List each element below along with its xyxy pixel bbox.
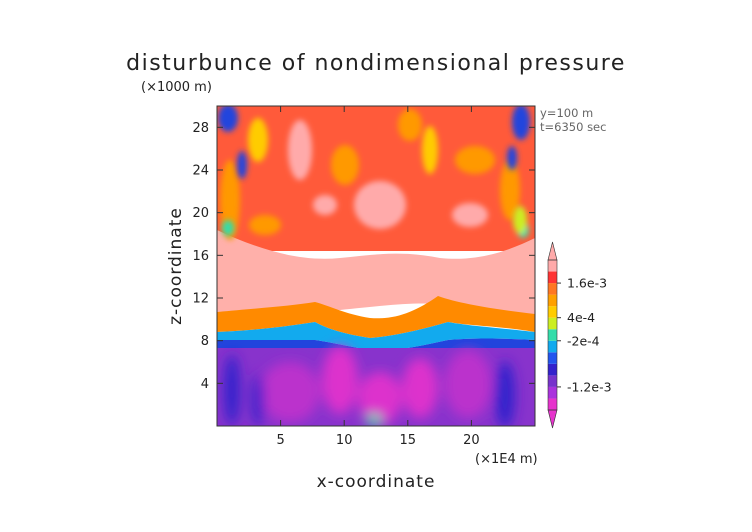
heatmap-field	[217, 106, 535, 426]
colorbar-segment	[548, 283, 557, 295]
colorbar-segment	[548, 363, 557, 376]
upper-edge-features	[218, 106, 530, 238]
x-tick-label: 15	[400, 433, 417, 448]
y-axis-label: z-coordinate	[166, 207, 186, 325]
x-axis-label: x-coordinate	[317, 472, 436, 492]
y-tick-label: 8	[201, 334, 209, 349]
x-unit-label: (×1E4 m)	[475, 452, 538, 467]
x-tick-label: 5	[276, 433, 284, 448]
x-tick-label: 20	[463, 433, 480, 448]
colorbar-segment	[548, 352, 557, 364]
lower-cells	[224, 346, 515, 426]
annotation-time: t=6350 sec	[540, 120, 606, 134]
colorbar-tick-label: -2e-4	[567, 333, 600, 348]
y-tick-label: 12	[192, 292, 209, 307]
colorbar-segment	[548, 260, 557, 272]
y-tick-label: 28	[192, 121, 209, 136]
x-ticks: 5 10 15 20	[276, 106, 480, 448]
inversion-orange	[217, 296, 535, 338]
middle-layer	[217, 230, 535, 320]
y-unit-label: (×1000 m)	[141, 80, 212, 95]
colorbar-segment	[548, 386, 557, 399]
colorbar-bottom-arrow	[547, 409, 558, 429]
y-tick-label: 24	[192, 164, 209, 179]
y-tick-label: 4	[201, 377, 209, 392]
inversion-cyan	[217, 322, 535, 351]
plot-frame	[216, 105, 536, 427]
colorbar-tick-label: -1.2e-3	[567, 379, 612, 394]
colorbar-tick-label: 4e-4	[567, 310, 595, 325]
colorbar-segment	[548, 375, 557, 387]
annotations: y=100 m t=6350 sec	[540, 106, 606, 134]
y-tick-label: 20	[192, 206, 209, 221]
colorbar-segment	[548, 306, 557, 318]
x-tick-label: 10	[336, 433, 353, 448]
colorbar-frame	[547, 259, 558, 411]
y-ticks: 4 8 12 16 20 24 28	[192, 121, 535, 392]
colorbar-segment	[548, 329, 557, 341]
colorbar-segment	[548, 317, 557, 330]
inversion-blue	[217, 338, 535, 351]
annotation-y: y=100 m	[540, 106, 593, 120]
colorbar-segment	[548, 271, 557, 284]
chart-title: disturbunce of nondimensional pressure	[126, 51, 626, 76]
colorbar: 1.6e-3 4e-4 -2e-4 -1.2e-3	[547, 241, 612, 429]
upper-cells	[220, 109, 520, 240]
colorbar-tick-label: 1.6e-3	[567, 276, 607, 291]
y-tick-label: 16	[192, 249, 209, 264]
colorbar-segment	[548, 398, 557, 410]
colorbar-segment	[548, 294, 557, 307]
colorbar-segment	[548, 340, 557, 353]
colorbar-top-arrow	[547, 241, 558, 261]
